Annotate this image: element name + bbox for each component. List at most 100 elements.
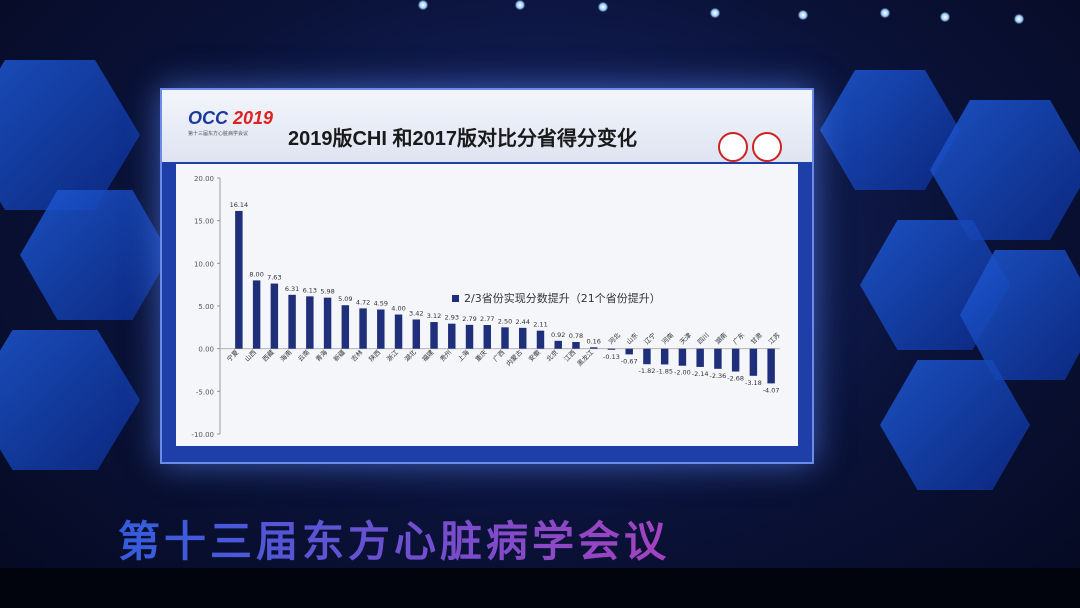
category-label: 吉林 bbox=[349, 347, 365, 363]
data-label: -1.82 bbox=[639, 367, 656, 375]
bar-chart: 20.00 15.00 10.00 5.00 0.00 -5.00 -10.00 16.14 宁… bbox=[191, 175, 782, 439]
data-label: 2.11 bbox=[533, 321, 547, 329]
bar bbox=[767, 348, 775, 384]
category-label: 海南 bbox=[278, 347, 294, 363]
data-label: 2.44 bbox=[515, 318, 529, 326]
data-label: 6.31 bbox=[285, 285, 299, 293]
bar bbox=[660, 348, 669, 365]
bar bbox=[306, 296, 314, 349]
category-label: 河南 bbox=[660, 330, 676, 346]
audience-silhouette bbox=[0, 568, 1080, 608]
emblem-icon bbox=[752, 132, 782, 162]
bar bbox=[714, 348, 722, 369]
stage-light bbox=[1014, 14, 1024, 24]
slide-title: 2019版CHI 和2017版对比分省得分变化 bbox=[288, 128, 637, 150]
category-label: 内蒙古 bbox=[504, 347, 525, 368]
data-label: 2.77 bbox=[480, 315, 494, 323]
bar bbox=[607, 348, 616, 350]
stage-light bbox=[880, 8, 890, 18]
emblem-icon bbox=[718, 132, 748, 162]
category-label: 新疆 bbox=[331, 347, 347, 363]
data-label: 0.16 bbox=[586, 337, 600, 345]
data-label: 4.00 bbox=[391, 305, 405, 313]
y-tick-label: -5.00 bbox=[196, 388, 214, 396]
bar bbox=[270, 283, 279, 349]
bar bbox=[536, 330, 545, 349]
category-label: 青海 bbox=[313, 347, 329, 363]
category-label: 天津 bbox=[678, 331, 693, 346]
bar bbox=[448, 323, 456, 349]
data-label: -1.85 bbox=[656, 367, 673, 375]
bar bbox=[749, 348, 758, 376]
data-label: -0.67 bbox=[621, 357, 638, 365]
bar bbox=[572, 342, 580, 349]
category-label: 广东 bbox=[731, 330, 747, 346]
logo-subtitle: 第十三届东方心脏病学会议 bbox=[188, 131, 249, 137]
data-label: 2.79 bbox=[462, 315, 476, 323]
category-label: 山西 bbox=[242, 347, 258, 363]
data-label: 7.63 bbox=[267, 274, 281, 282]
stage-light bbox=[940, 12, 950, 22]
data-label: 4.72 bbox=[356, 298, 370, 306]
data-label: 5.98 bbox=[320, 288, 334, 296]
data-label: 2.50 bbox=[498, 317, 512, 325]
data-label: 8.00 bbox=[249, 270, 263, 278]
bar bbox=[412, 319, 421, 349]
category-label: 辽宁 bbox=[642, 330, 658, 346]
category-label: 福建 bbox=[420, 347, 436, 363]
data-label: 4.59 bbox=[374, 299, 388, 307]
stage-light bbox=[515, 0, 525, 10]
logo-main: OCC bbox=[188, 108, 228, 128]
data-label: 0.92 bbox=[551, 331, 565, 339]
data-label: 2.93 bbox=[445, 314, 459, 322]
category-label: 重庆 bbox=[473, 347, 489, 363]
bar bbox=[359, 308, 367, 349]
bar bbox=[430, 322, 438, 349]
category-label: 江苏 bbox=[766, 330, 782, 346]
bar bbox=[625, 348, 633, 355]
bar bbox=[696, 348, 704, 367]
bar bbox=[323, 297, 332, 349]
chart-area: 20.00 15.00 10.00 5.00 0.00 -5.00 -10.00 16.14 宁… bbox=[176, 164, 798, 446]
category-label: 西藏 bbox=[260, 347, 276, 363]
bar bbox=[731, 348, 740, 372]
data-label: -2.14 bbox=[692, 370, 709, 378]
category-label: 云南 bbox=[296, 347, 312, 363]
y-tick-label: 10.00 bbox=[194, 260, 214, 268]
bar bbox=[235, 210, 243, 349]
stage-light bbox=[710, 8, 720, 18]
category-label: 北京 bbox=[544, 347, 560, 363]
bar bbox=[643, 348, 651, 365]
data-label: -2.36 bbox=[709, 372, 726, 380]
data-label: 3.42 bbox=[409, 309, 423, 317]
bar bbox=[519, 327, 527, 349]
data-label: 6.13 bbox=[303, 286, 317, 294]
data-label: -0.13 bbox=[603, 353, 620, 361]
bar bbox=[377, 309, 385, 349]
legend-label: 2/3省份实现分数提升（21个省份提升） bbox=[464, 292, 661, 305]
hex-panel-left-3 bbox=[0, 330, 140, 470]
stage-light bbox=[798, 10, 808, 20]
bar bbox=[678, 348, 687, 366]
bar bbox=[501, 327, 509, 349]
data-label: -3.18 bbox=[745, 379, 762, 387]
data-label: -4.07 bbox=[763, 386, 780, 394]
category-label: 安徽 bbox=[526, 347, 542, 363]
category-label: 宁夏 bbox=[225, 347, 241, 363]
logo-year: 2019 bbox=[233, 108, 274, 128]
stage-light bbox=[598, 2, 608, 12]
category-label: 陕西 bbox=[367, 347, 383, 363]
data-label: 3.12 bbox=[427, 312, 441, 320]
slide-header: OCC 2019 第十三届东方心脏病学会议 2019版CHI 和2017版对比分… bbox=[162, 90, 812, 162]
bar bbox=[394, 314, 403, 349]
category-label: 广西 bbox=[491, 347, 507, 363]
category-label: 江西 bbox=[563, 348, 578, 363]
data-label: 16.14 bbox=[230, 201, 249, 209]
category-label: 河北 bbox=[607, 331, 622, 346]
data-label: 5.09 bbox=[338, 295, 352, 303]
category-label: 湖北 bbox=[402, 347, 418, 363]
bar bbox=[483, 325, 491, 349]
bar bbox=[465, 324, 474, 349]
bar bbox=[554, 340, 562, 349]
bar bbox=[589, 347, 598, 349]
